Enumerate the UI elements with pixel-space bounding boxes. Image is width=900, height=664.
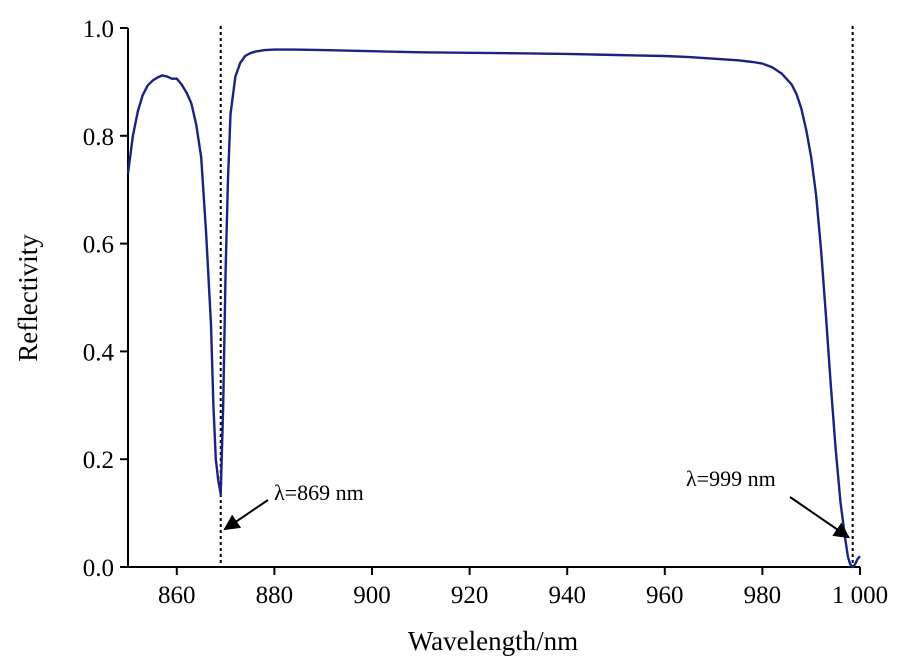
x-tick-label: 940 (548, 582, 586, 609)
x-tick-label: 960 (646, 582, 684, 609)
annotation-arrow-999 (789, 496, 850, 539)
annotation-label-999: λ=999 nm (686, 466, 776, 491)
y-axis-title: Reflectivity (13, 234, 43, 362)
y-tick-label: 0.8 (83, 124, 114, 151)
y-tick-label: 0.2 (83, 447, 114, 474)
y-tick-label: 0.4 (83, 339, 115, 366)
annotations: λ=869 nm λ=999 nm (223, 466, 850, 539)
y-tick-label: 0.0 (83, 555, 114, 582)
annotation-arrow-869 (223, 499, 269, 531)
series-group (126, 48, 861, 569)
y-axis-ticks: 0.0 0.2 0.4 0.6 0.8 1.0 (83, 16, 128, 582)
x-axis-title: Wavelength/nm (408, 626, 578, 656)
x-tick-label: 860 (158, 582, 196, 609)
y-tick-label: 1.0 (83, 16, 114, 43)
reflectivity-series-line (126, 48, 861, 569)
x-tick-label: 900 (353, 582, 391, 609)
annotation-label-869: λ=869 nm (274, 480, 364, 505)
x-tick-label: 980 (744, 582, 782, 609)
x-tick-label: 1 000 (832, 582, 888, 609)
chart-axes (127, 28, 860, 568)
y-tick-label: 0.6 (83, 232, 114, 259)
x-axis-ticks: 860 880 900 920 940 960 980 1 000 (158, 567, 888, 609)
x-tick-label: 920 (451, 582, 489, 609)
x-tick-label: 880 (256, 582, 294, 609)
